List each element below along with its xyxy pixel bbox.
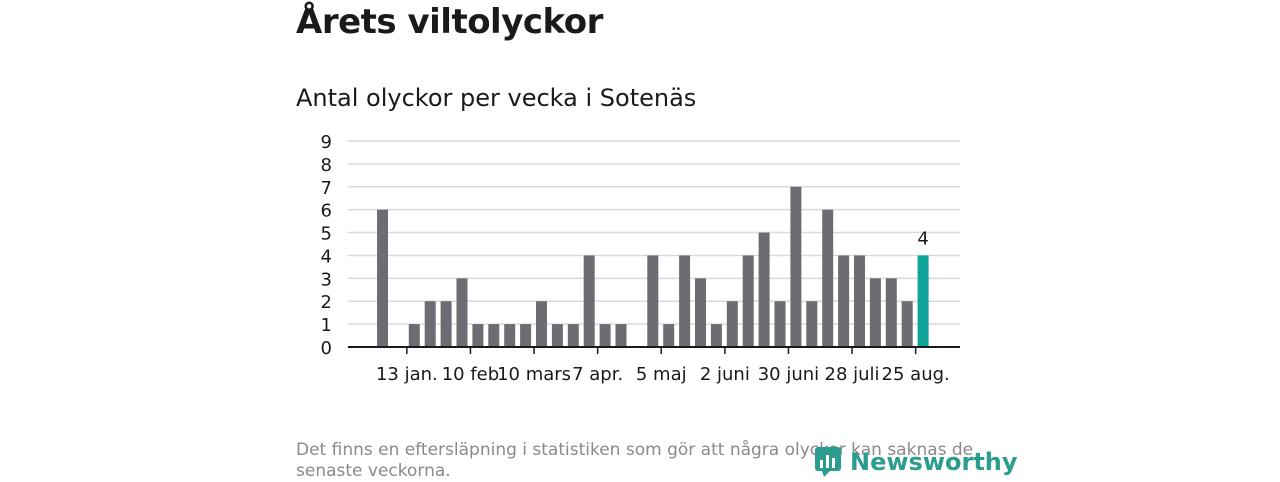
bar	[536, 301, 547, 347]
x-tick-label: 5 maj	[636, 364, 687, 385]
bar	[774, 301, 786, 347]
bar	[488, 324, 500, 347]
bar-highlight	[917, 255, 929, 347]
bar	[838, 255, 850, 347]
x-tick-label: 7 apr.	[572, 364, 623, 385]
y-tick-label: 2	[321, 292, 332, 313]
chart-subtitle: Antal olyckor per vecka i Sotenäs	[296, 84, 697, 112]
bar	[583, 255, 595, 347]
bar	[567, 324, 579, 347]
bar	[424, 301, 436, 347]
x-tick-label: 2 juni	[700, 364, 750, 385]
bar	[647, 255, 659, 347]
bar	[679, 255, 691, 347]
chart-title: Årets viltolyckor	[296, 2, 603, 42]
bar	[615, 324, 627, 347]
y-tick-label: 9	[321, 132, 332, 153]
bar	[695, 278, 706, 347]
x-tick-label: 30 juni	[758, 364, 819, 385]
bar	[377, 209, 388, 347]
bar	[869, 278, 881, 347]
y-tick-label: 7	[321, 178, 332, 199]
y-tick-label: 8	[321, 155, 332, 176]
bar	[520, 324, 532, 347]
bar	[885, 278, 897, 347]
bar	[663, 324, 675, 347]
newsworthy-logo-icon	[815, 447, 841, 477]
bar	[599, 324, 611, 347]
x-tick-label: 13 jan.	[376, 364, 438, 385]
bar	[822, 209, 834, 347]
brand-logo[interactable]: Newsworthy	[814, 446, 1018, 478]
bar	[854, 255, 865, 347]
y-tick-label: 3	[321, 269, 332, 290]
bars: 4	[377, 186, 929, 347]
x-tick-label: 25 aug.	[882, 364, 950, 385]
x-tick-label: 10 feb	[442, 364, 499, 385]
bar-value-label: 4	[917, 228, 928, 249]
bar	[758, 232, 770, 347]
bar	[472, 324, 484, 347]
bar	[790, 186, 802, 347]
bar	[551, 324, 563, 347]
brand-name: Newsworthy	[850, 448, 1018, 476]
x-tick-label: 28 juli	[825, 364, 880, 385]
footnote: Det finns en eftersläpning i statistiken…	[296, 440, 974, 481]
bar	[440, 301, 452, 347]
bar	[806, 301, 818, 347]
y-tick-label: 1	[321, 315, 332, 336]
y-tick-label: 4	[321, 246, 332, 267]
bar	[726, 301, 738, 347]
y-tick-label: 0	[321, 338, 332, 359]
bar	[456, 278, 468, 347]
bar	[710, 324, 722, 347]
y-tick-label: 6	[321, 201, 332, 222]
bar	[742, 255, 754, 347]
bar	[901, 301, 913, 347]
bar	[408, 324, 420, 347]
x-tick-label: 10 mars	[497, 364, 571, 385]
y-tick-label: 5	[321, 224, 332, 245]
bar	[504, 324, 516, 347]
